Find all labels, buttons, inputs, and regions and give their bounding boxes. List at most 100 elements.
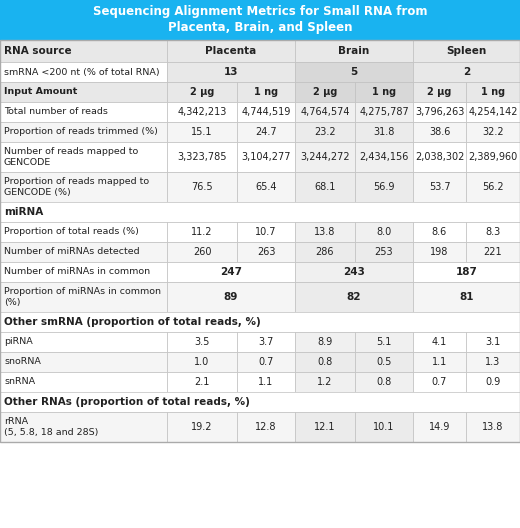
- Bar: [295, 40, 413, 62]
- Bar: [237, 172, 295, 202]
- Bar: [413, 352, 466, 372]
- Bar: [466, 102, 520, 122]
- Text: 247: 247: [220, 267, 242, 277]
- Text: 68.1: 68.1: [314, 182, 336, 192]
- Text: 286: 286: [316, 247, 334, 257]
- Bar: [413, 102, 466, 122]
- Text: 15.1: 15.1: [191, 127, 213, 137]
- Bar: [295, 62, 413, 82]
- Bar: [355, 332, 413, 352]
- Bar: [0, 412, 167, 442]
- Bar: [355, 122, 413, 142]
- Text: 3,104,277: 3,104,277: [241, 152, 291, 162]
- Text: Number of miRNAs in common: Number of miRNAs in common: [4, 268, 150, 277]
- Text: Number of miRNAs detected: Number of miRNAs detected: [4, 248, 140, 257]
- Bar: [413, 172, 466, 202]
- Text: rRNA
(5, 5.8, 18 and 28S): rRNA (5, 5.8, 18 and 28S): [4, 417, 98, 437]
- Bar: [167, 412, 237, 442]
- Text: 3,244,272: 3,244,272: [300, 152, 350, 162]
- Bar: [413, 262, 520, 282]
- Bar: [167, 122, 237, 142]
- Bar: [466, 412, 520, 442]
- Text: 10.7: 10.7: [255, 227, 277, 237]
- Bar: [237, 102, 295, 122]
- Text: 8.0: 8.0: [376, 227, 392, 237]
- Text: Other smRNA (proportion of total reads, %): Other smRNA (proportion of total reads, …: [4, 317, 261, 327]
- Bar: [413, 242, 466, 262]
- Bar: [466, 222, 520, 242]
- Bar: [355, 82, 413, 102]
- Bar: [413, 40, 520, 62]
- Text: 89: 89: [224, 292, 238, 302]
- Text: 38.6: 38.6: [429, 127, 450, 137]
- Bar: [466, 242, 520, 262]
- Bar: [413, 62, 520, 82]
- Bar: [0, 122, 167, 142]
- Text: Spleen: Spleen: [446, 46, 487, 56]
- Text: 53.7: 53.7: [428, 182, 450, 192]
- Text: 8.6: 8.6: [432, 227, 447, 237]
- Bar: [295, 412, 355, 442]
- Text: 24.7: 24.7: [255, 127, 277, 137]
- Bar: [413, 372, 466, 392]
- Text: 1.1: 1.1: [258, 377, 274, 387]
- Text: Proportion of total reads (%): Proportion of total reads (%): [4, 228, 139, 237]
- Bar: [167, 262, 295, 282]
- Text: 4.1: 4.1: [432, 337, 447, 347]
- Bar: [295, 262, 413, 282]
- Bar: [167, 282, 295, 312]
- Bar: [413, 412, 466, 442]
- Bar: [237, 122, 295, 142]
- Bar: [295, 282, 413, 312]
- Text: 56.9: 56.9: [373, 182, 395, 192]
- Bar: [413, 142, 466, 172]
- Text: 1.0: 1.0: [194, 357, 210, 367]
- Text: Other RNAs (proportion of total reads, %): Other RNAs (proportion of total reads, %…: [4, 397, 250, 407]
- Text: 3,323,785: 3,323,785: [177, 152, 227, 162]
- Text: Brain: Brain: [339, 46, 370, 56]
- Bar: [0, 0, 520, 40]
- Bar: [0, 202, 520, 222]
- Text: 1.2: 1.2: [317, 377, 333, 387]
- Bar: [0, 242, 167, 262]
- Text: 8.9: 8.9: [317, 337, 333, 347]
- Bar: [413, 122, 466, 142]
- Text: 5.1: 5.1: [376, 337, 392, 347]
- Text: 4,342,213: 4,342,213: [177, 107, 227, 117]
- Text: 23.2: 23.2: [314, 127, 336, 137]
- Bar: [0, 392, 520, 412]
- Text: 2 µg: 2 µg: [427, 87, 452, 97]
- Text: 13: 13: [224, 67, 238, 77]
- Text: 0.7: 0.7: [258, 357, 274, 367]
- Bar: [0, 262, 167, 282]
- Text: Sequencing Alignment Metrics for Small RNA from
Placenta, Brain, and Spleen: Sequencing Alignment Metrics for Small R…: [93, 5, 427, 34]
- Bar: [167, 352, 237, 372]
- Text: 11.2: 11.2: [191, 227, 213, 237]
- Text: smRNA <200 nt (% of total RNA): smRNA <200 nt (% of total RNA): [4, 68, 160, 77]
- Text: RNA source: RNA source: [4, 46, 72, 56]
- Bar: [167, 172, 237, 202]
- Text: 1.3: 1.3: [485, 357, 501, 367]
- Bar: [413, 282, 520, 312]
- Bar: [413, 222, 466, 242]
- Bar: [295, 172, 355, 202]
- Text: 1 ng: 1 ng: [481, 87, 505, 97]
- Text: 187: 187: [456, 267, 477, 277]
- Bar: [355, 102, 413, 122]
- Text: 4,744,519: 4,744,519: [241, 107, 291, 117]
- Bar: [0, 40, 167, 62]
- Text: 81: 81: [459, 292, 474, 302]
- Text: snRNA: snRNA: [4, 378, 35, 386]
- Bar: [295, 82, 355, 102]
- Bar: [466, 372, 520, 392]
- Bar: [0, 372, 167, 392]
- Bar: [466, 122, 520, 142]
- Bar: [167, 332, 237, 352]
- Text: 0.9: 0.9: [485, 377, 501, 387]
- Text: 56.2: 56.2: [482, 182, 504, 192]
- Text: Proportion of reads mapped to
GENCODE (%): Proportion of reads mapped to GENCODE (%…: [4, 177, 149, 197]
- Bar: [0, 312, 520, 332]
- Bar: [237, 242, 295, 262]
- Bar: [0, 172, 167, 202]
- Text: 0.5: 0.5: [376, 357, 392, 367]
